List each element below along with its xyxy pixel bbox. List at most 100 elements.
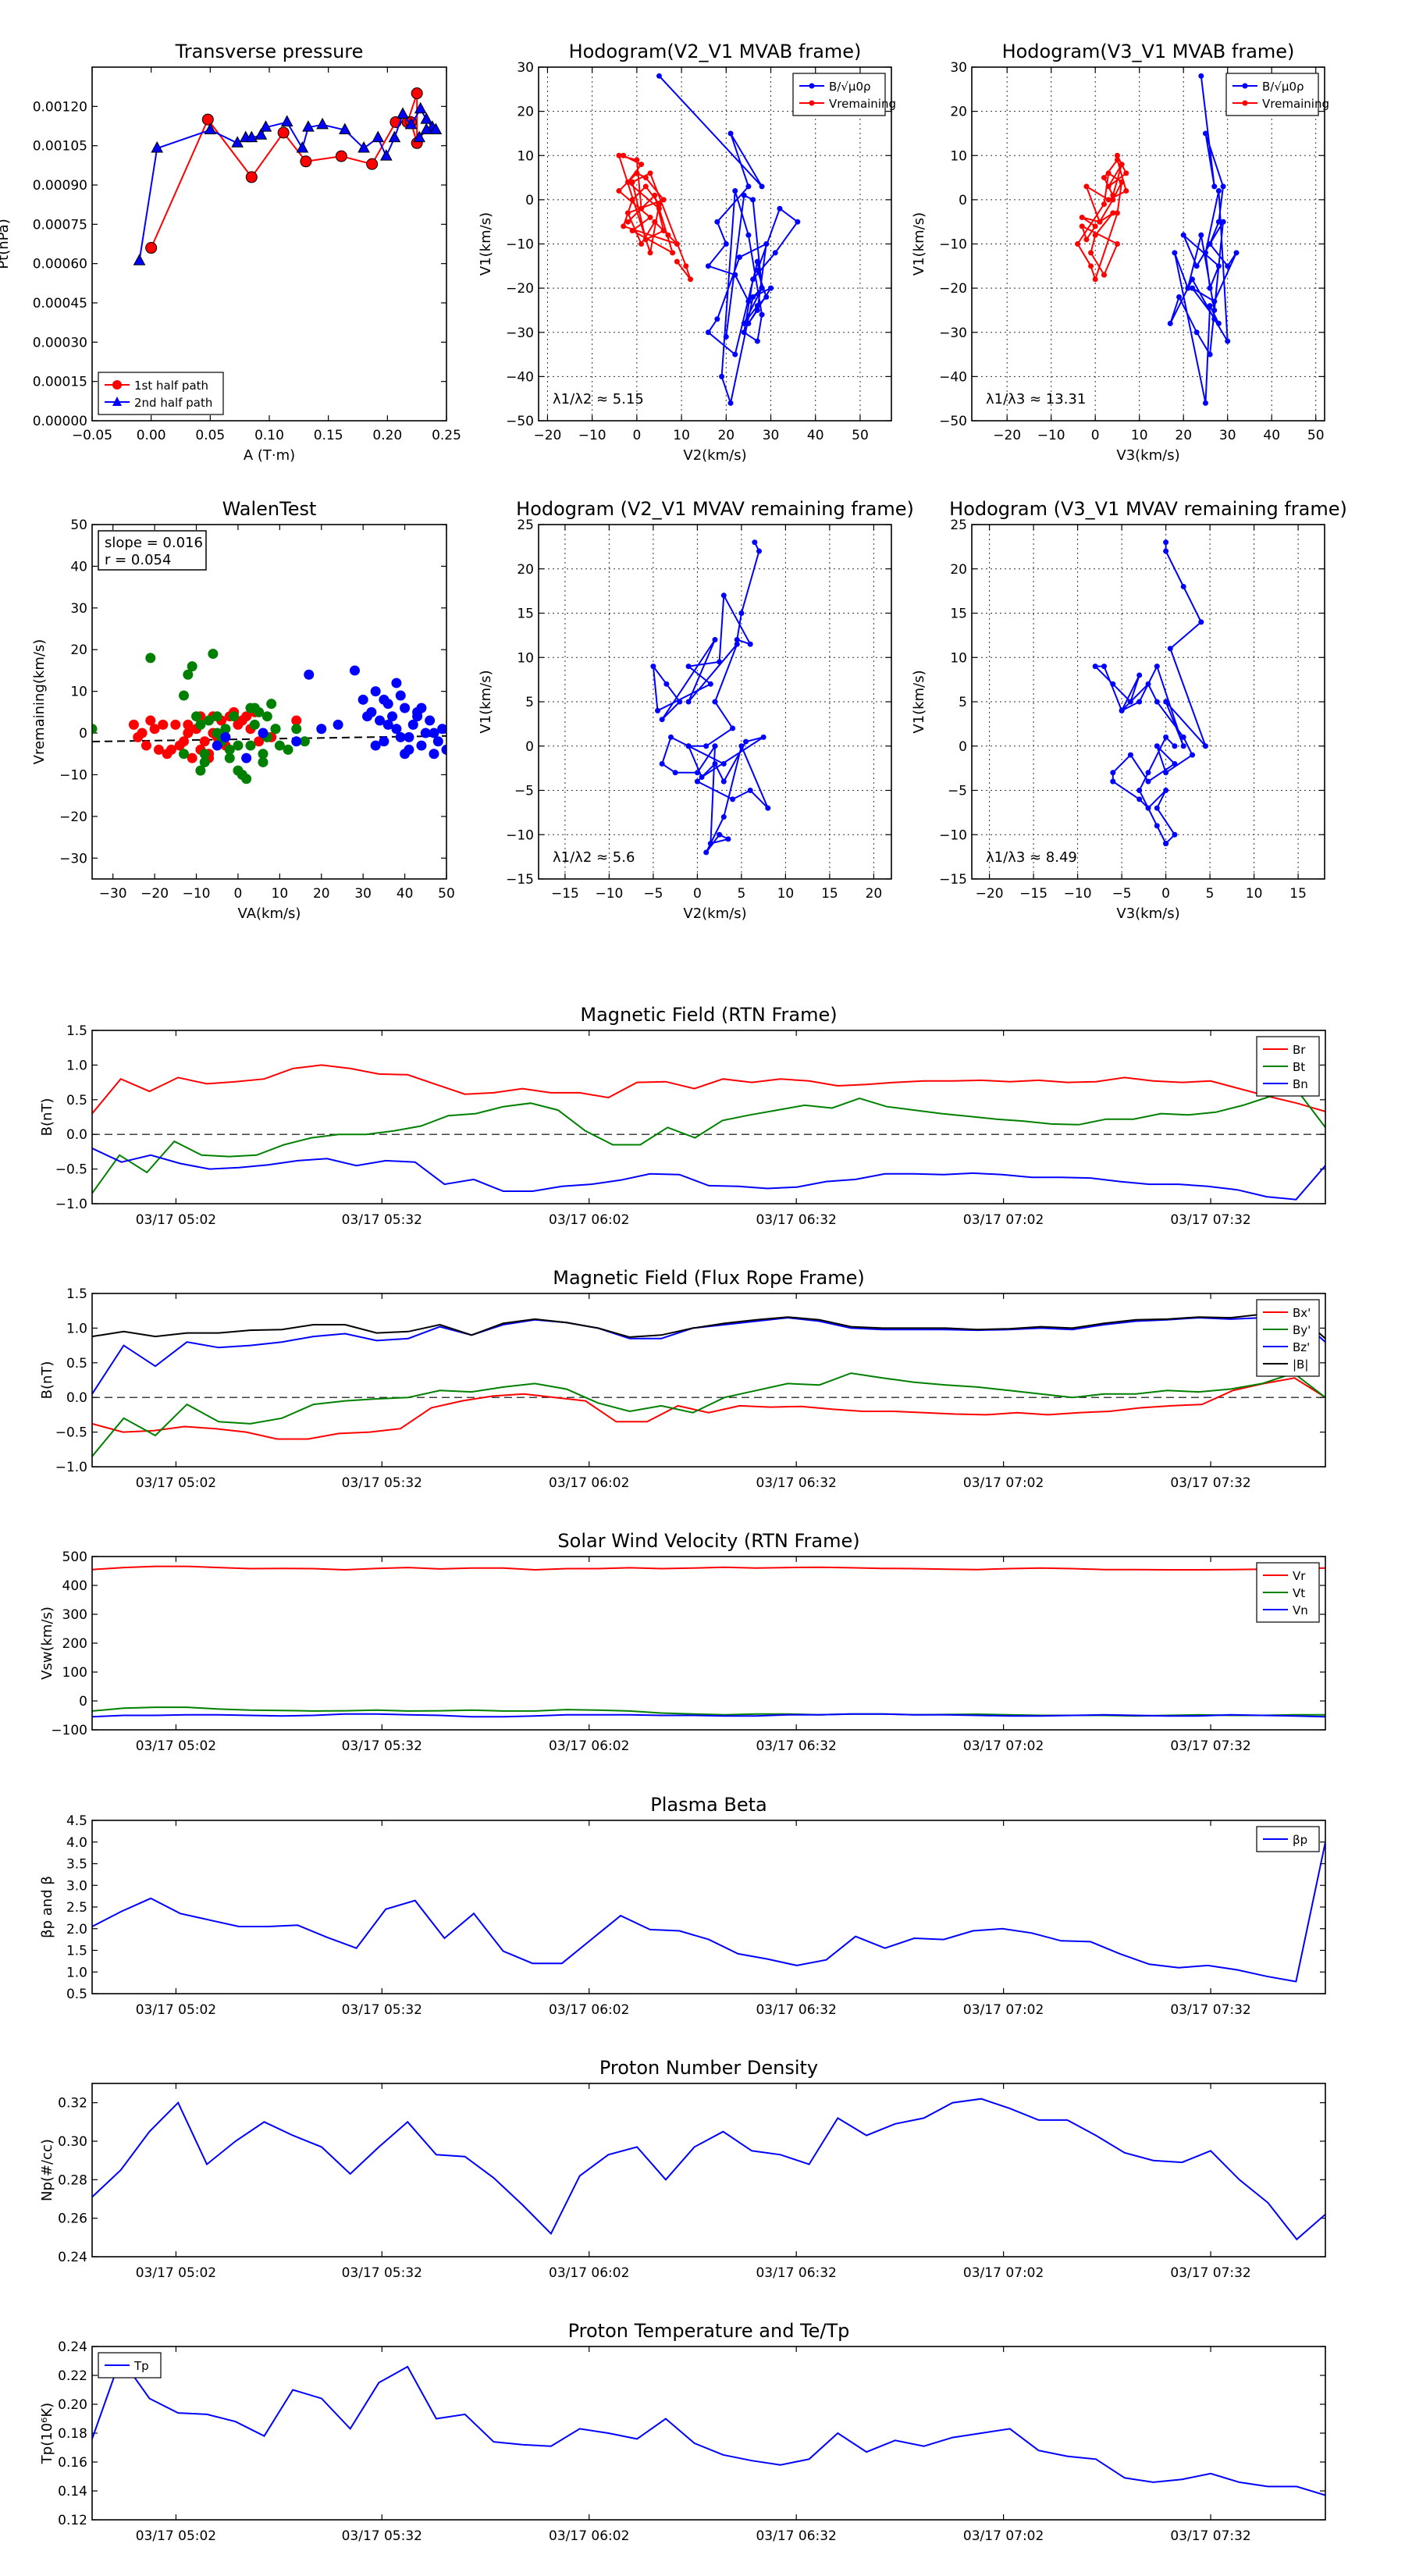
data-point (743, 738, 749, 745)
data-point (777, 205, 783, 212)
y-tick-label: 0.00000 (33, 414, 87, 429)
time-tick-label: 03/17 07:32 (1170, 1212, 1250, 1228)
data-point (277, 126, 290, 139)
y-axis-label: Vremaining(km/s) (31, 639, 48, 765)
data-point (1123, 188, 1129, 194)
x-tick-label: 20 (866, 886, 883, 902)
data-point (372, 130, 385, 143)
plot-area-tp (133, 87, 443, 265)
data-point (407, 719, 418, 730)
data-point (668, 734, 674, 740)
data-point (413, 130, 426, 143)
data-point (745, 183, 752, 190)
data-point (302, 120, 315, 132)
data-point (672, 770, 678, 776)
series-line (92, 1310, 1325, 1340)
data-point (772, 250, 778, 256)
legend-label: Br (1293, 1043, 1306, 1057)
data-point (245, 703, 256, 713)
data-point (1105, 183, 1112, 190)
data-point (1215, 219, 1222, 225)
y-tick-label: −40 (506, 369, 534, 385)
series-line (1169, 76, 1237, 404)
legend-marker (809, 83, 815, 89)
series-tp_temp-0 (92, 2356, 1325, 2496)
x-tick-label: −20 (533, 428, 561, 443)
data-point (647, 170, 653, 176)
y-tick-label: 0.28 (58, 2172, 87, 2188)
data-point (1225, 263, 1231, 269)
x-tick-label: 0.00 (137, 428, 166, 443)
data-point (432, 736, 443, 747)
data-point (1079, 223, 1085, 229)
data-point (388, 130, 401, 143)
data-point (665, 232, 671, 238)
data-point (245, 740, 256, 751)
data-point (241, 753, 252, 763)
data-point (291, 736, 302, 747)
data-point (768, 285, 774, 291)
data-point (404, 731, 414, 742)
data-point (670, 250, 676, 256)
axes-frame (91, 2346, 1326, 2521)
y-tick-label: 1.0 (66, 1321, 87, 1336)
panel-h2: −50 −40 −30 −20 −10 0 10 20 30 −20 −10 0 10 20 30 40 50 H… (911, 41, 1329, 464)
data-point (738, 610, 745, 616)
legend-box (1225, 73, 1319, 116)
y-tick-label: 500 (62, 1550, 87, 1565)
data-point (732, 272, 738, 278)
data-point (158, 719, 169, 730)
data-point (366, 158, 379, 170)
data-point (411, 87, 423, 100)
data-point (1114, 241, 1120, 247)
y-axis-label: V1(km/s) (911, 670, 927, 733)
data-point (441, 744, 446, 755)
x-tick-label: 0 (693, 886, 702, 902)
data-point (241, 774, 252, 785)
data-point (712, 760, 718, 767)
legend: B/√μ0ρ Vremaining (792, 73, 896, 116)
plot-area-beta (92, 1841, 1325, 1983)
data-point (719, 373, 725, 379)
data-point (357, 141, 370, 153)
data-point (145, 242, 158, 254)
y-tick-label: 10 (950, 650, 967, 666)
data-point (1198, 73, 1204, 79)
data-point (395, 690, 406, 701)
time-tick-label: 03/17 07:02 (963, 1212, 1044, 1228)
data-point (712, 637, 718, 643)
x-tick-label: 0 (234, 886, 243, 902)
data-point (1154, 699, 1160, 705)
data-point (1176, 294, 1183, 300)
data-point (720, 760, 727, 767)
x-tick-label: 30 (354, 886, 372, 902)
data-point (270, 724, 281, 735)
plot-area-h1 (616, 73, 801, 407)
y-tick-label: −20 (59, 809, 87, 825)
eigenvalue-ratio-label: λ1/λ2 ≈ 5.15 (553, 391, 644, 407)
y-tick-label: −20 (939, 281, 967, 297)
data-point (723, 333, 729, 340)
time-tick-label: 03/17 05:32 (342, 2528, 422, 2544)
data-point (1198, 232, 1204, 238)
data-point (1136, 699, 1143, 705)
time-tick-label: 03/17 07:02 (963, 2265, 1044, 2281)
data-point (316, 724, 327, 735)
y-tick-label: 2.5 (66, 1900, 87, 1916)
data-point (754, 267, 760, 273)
data-point (1105, 170, 1112, 176)
time-tick-label: 03/17 06:02 (549, 1475, 629, 1491)
data-point (703, 849, 710, 856)
data-point (233, 740, 244, 751)
data-point (1180, 232, 1186, 238)
data-point (756, 548, 762, 554)
y-tick-label: 0.14 (58, 2484, 87, 2500)
axes-frame (91, 1556, 1326, 1731)
data-point (730, 725, 736, 731)
y-tick-label: 0.00015 (33, 375, 87, 390)
panel-h4: −15 −10 −5 0 5 10 15 20 25 −20 −15 −10 −5 0 5 10 15 Hodog… (911, 498, 1347, 922)
axes-frame (971, 66, 1325, 422)
data-point (133, 254, 146, 265)
x-tick-label: −10 (1037, 428, 1065, 443)
data-point (280, 115, 293, 126)
